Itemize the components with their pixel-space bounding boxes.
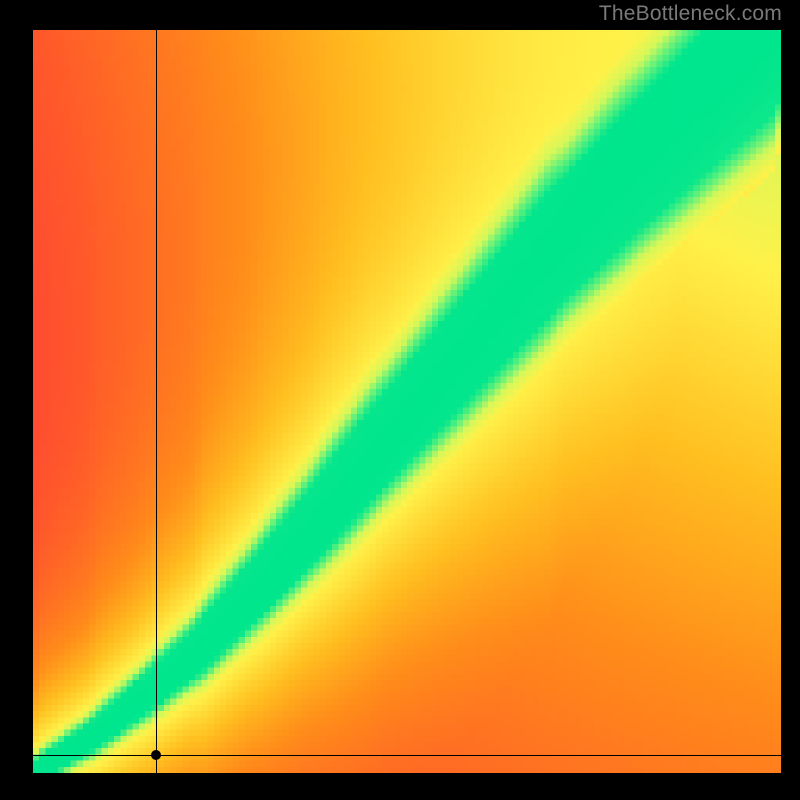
- crosshair-vertical: [156, 30, 157, 773]
- crosshair-horizontal: [33, 755, 781, 756]
- heatmap-plot: [33, 30, 781, 773]
- heatmap-canvas: [33, 30, 781, 773]
- watermark-text: TheBottleneck.com: [599, 2, 782, 26]
- crosshair-point: [151, 750, 161, 760]
